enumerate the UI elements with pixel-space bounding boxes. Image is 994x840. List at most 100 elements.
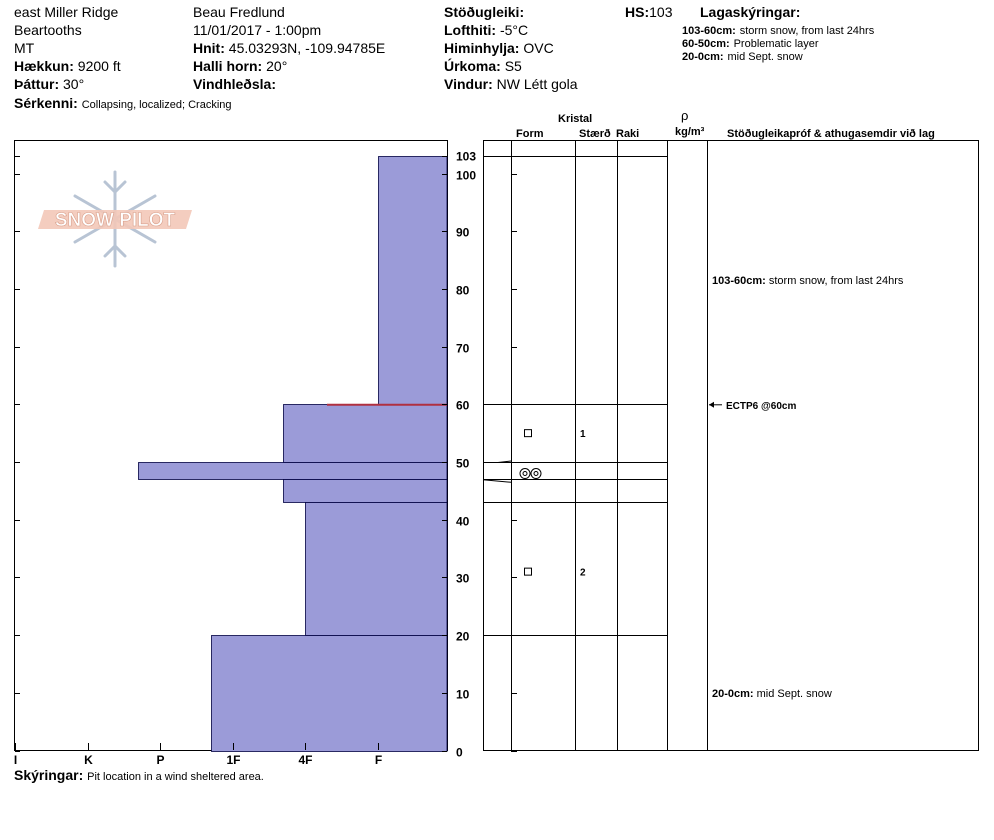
x-tick-label: 4F (298, 753, 312, 767)
hardness-layer (211, 635, 448, 752)
coords-label: Hnit: (193, 40, 225, 56)
air-temp-value: -5°C (499, 22, 529, 38)
hardness-layer (378, 156, 448, 405)
tests-header: Stöðugleikapróf & athugasemdir við lag (727, 128, 935, 140)
wind-loading-label: Vindhleðsla: (193, 76, 276, 92)
grain-form-rounded (522, 471, 528, 477)
crystal-table-frame (483, 140, 979, 751)
layer-note-range: 20-0cm: (682, 51, 724, 63)
y-tick-label: 70 (456, 342, 470, 356)
x-tick-label: K (84, 753, 93, 767)
aspect: Þáttur: 30° (14, 76, 84, 92)
range: Beartooths (14, 22, 82, 38)
grain-form-rounded (533, 471, 539, 477)
slope-label: Halli horn: (193, 58, 263, 74)
form-header: Form (516, 128, 544, 140)
layer-note-3: 20-0cm: mid Sept. snow (682, 49, 803, 64)
layer-comment: 103-60cm: storm snow, from last 24hrs (712, 275, 904, 287)
features: Sérkenni: Collapsing, localized; Crackin… (14, 95, 232, 113)
footer-label: Skýringar: (14, 767, 84, 783)
y-tick-label: 0 (456, 746, 463, 760)
rho-header: ρ (681, 108, 689, 123)
aspect-label: Þáttur: (14, 76, 60, 92)
crystal-header: Kristal (558, 113, 593, 125)
grain-size-label: 2 (580, 568, 586, 579)
hs-label: HS: (625, 4, 650, 20)
hardness-layer (283, 404, 448, 463)
x-tick-label: 1F (226, 753, 240, 767)
location: east Miller Ridge (14, 4, 119, 20)
boundary-connector (482, 479, 512, 483)
y-tick-label: 30 (456, 572, 470, 586)
precip: Úrkoma: S5 (444, 58, 522, 74)
layer-comment-text: mid Sept. snow (757, 688, 832, 700)
precip-label: Úrkoma: (444, 58, 501, 74)
grain-form-rounded (519, 468, 531, 480)
precip-value: S5 (504, 58, 522, 74)
sky-value: OVC (523, 40, 554, 56)
layer-note-text: storm snow, from last 24hrs (739, 25, 875, 37)
aspect-value: 30° (63, 76, 85, 92)
hs: HS:103 (625, 4, 672, 20)
boundary-connector (497, 460, 512, 463)
layer-note-2: 60-50cm: Problematic layer (682, 36, 819, 51)
test-arrow (709, 401, 714, 408)
moisture-header: Raki (616, 128, 640, 140)
y-tick-label: 20 (456, 630, 470, 644)
y-tick-label: 60 (456, 399, 470, 413)
elevation-label: Hækkun: (14, 58, 74, 74)
snowpilot-logo: SNOW PILOT (38, 170, 192, 268)
wind-loading: Vindhleðsla: (193, 76, 276, 92)
stability-label: Stöðugleiki: (444, 4, 525, 20)
sky-label: Himinhylja: (444, 40, 520, 56)
slope-value: 20° (266, 58, 288, 74)
air-temp-label: Lofthiti: (444, 22, 497, 38)
y-tick-label: 80 (456, 284, 470, 298)
grain-form-rounded (530, 468, 542, 480)
y-tick-label: 40 (456, 515, 470, 529)
y-tick-label: 90 (456, 226, 470, 240)
wind-value: NW Létt gola (496, 76, 578, 92)
features-value: Collapsing, localized; Cracking (81, 99, 232, 111)
datetime: 11/01/2017 - 1:00pm (193, 22, 322, 38)
stability-test-result: ECTP6 @60cm (726, 401, 796, 412)
hs-value: 103 (649, 4, 673, 20)
y-tick-label: 100 (456, 169, 476, 183)
y-tick-label: 103 (456, 150, 476, 164)
layer-comment-text: storm snow, from last 24hrs (769, 275, 904, 287)
layer-note-1: 103-60cm: storm snow, from last 24hrs (682, 23, 874, 38)
layer-comment-range: 103-60cm: (712, 275, 769, 287)
y-tick-label: 10 (456, 688, 470, 702)
features-label: Sérkenni: (14, 95, 78, 111)
layer-notes-title: Lagaskýringar: (700, 4, 801, 20)
grain-form-square (524, 429, 532, 438)
coords-value: 45.03293N, -109.94785E (228, 40, 386, 56)
layer-note-text: Problematic layer (733, 38, 819, 50)
slope: Halli horn: 20° (193, 58, 287, 74)
size-header: Stærð (579, 128, 611, 140)
hardness-layer (283, 479, 448, 503)
sky: Himinhylja: OVC (444, 40, 554, 56)
grain-size-label: 1 (580, 429, 586, 440)
layer-note-text: mid Sept. snow (727, 51, 803, 63)
grain-form-square (524, 567, 532, 576)
elevation: Hækkun: 9200 ft (14, 58, 121, 74)
layer-comment: 20-0cm: mid Sept. snow (712, 688, 832, 700)
footer-comment: Skýringar: Pit location in a wind shelte… (14, 767, 264, 785)
elevation-value: 9200 ft (77, 58, 121, 74)
layer-comment-range: 20-0cm: (712, 688, 757, 700)
x-tick-label: F (375, 753, 382, 767)
hardness-layer (305, 502, 448, 636)
y-tick-label: 50 (456, 457, 470, 471)
observer: Beau Fredlund (193, 4, 285, 20)
hardness-layer (138, 462, 448, 480)
wind-label: Vindur: (444, 76, 493, 92)
table-column-lines (511, 140, 708, 751)
state: MT (14, 40, 35, 56)
layer-note-range: 103-60cm: (682, 25, 736, 37)
footer-text: Pit location in a wind sheltered area. (87, 771, 264, 783)
x-tick-label: I (14, 753, 17, 767)
density-unit-header: kg/m³ (675, 126, 705, 138)
air-temp: Lofthiti: -5°C (444, 22, 528, 38)
